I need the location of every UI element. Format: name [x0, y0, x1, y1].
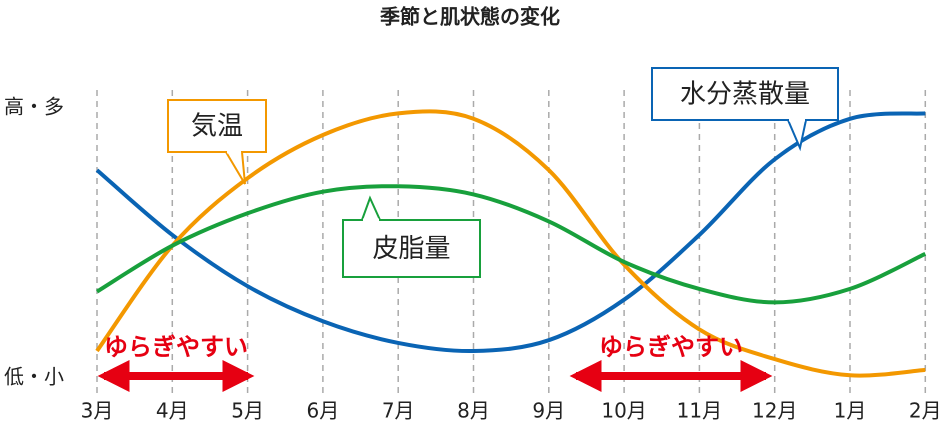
y-tick-label: 高・多	[4, 95, 64, 119]
callout-box	[651, 67, 839, 121]
x-tick-label: 10月	[601, 399, 646, 423]
x-tick-label: 3月	[81, 399, 114, 423]
callout-box	[167, 99, 267, 153]
x-tick-label: 7月	[382, 399, 415, 423]
x-tick-label: 6月	[307, 399, 340, 423]
x-tick-label: 9月	[532, 399, 565, 423]
x-tick-label: 2月	[909, 399, 940, 423]
chart-title: 季節と肌状態の変化	[379, 5, 560, 29]
callout-pointer	[225, 151, 246, 185]
legend-label: 皮脂量	[372, 234, 450, 264]
line	[95, 109, 926, 378]
x-tick-label: 8月	[457, 399, 490, 423]
x-tick-label: 1月	[834, 399, 867, 423]
callout-pointer	[361, 195, 381, 221]
x-tick-label: 12月	[752, 399, 797, 423]
line	[95, 184, 927, 305]
annotation: ゆらぎやすい	[599, 333, 743, 361]
legend-label: 水分蒸散量	[680, 80, 810, 110]
callout-box	[342, 219, 481, 278]
y-tick-label: 低・小	[4, 365, 64, 389]
line	[95, 111, 926, 354]
x-tick-label: 11月	[677, 399, 722, 423]
annotation: ゆらぎやすい	[104, 333, 248, 361]
legend-label: 気温	[191, 112, 243, 142]
x-tick-label: 5月	[231, 399, 264, 423]
callout-pointer	[787, 119, 807, 152]
x-tick-label: 4月	[156, 399, 189, 423]
